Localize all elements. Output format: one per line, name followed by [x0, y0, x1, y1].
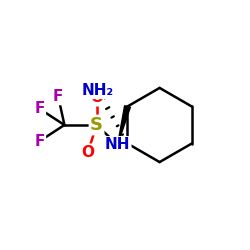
Text: NH: NH	[105, 137, 130, 152]
Text: F: F	[34, 102, 45, 116]
Text: S: S	[90, 116, 103, 134]
Polygon shape	[118, 106, 130, 145]
Text: NH₂: NH₂	[82, 83, 114, 98]
Text: O: O	[82, 145, 94, 160]
Text: O: O	[90, 90, 103, 105]
Text: F: F	[34, 134, 45, 148]
Text: F: F	[53, 89, 64, 104]
